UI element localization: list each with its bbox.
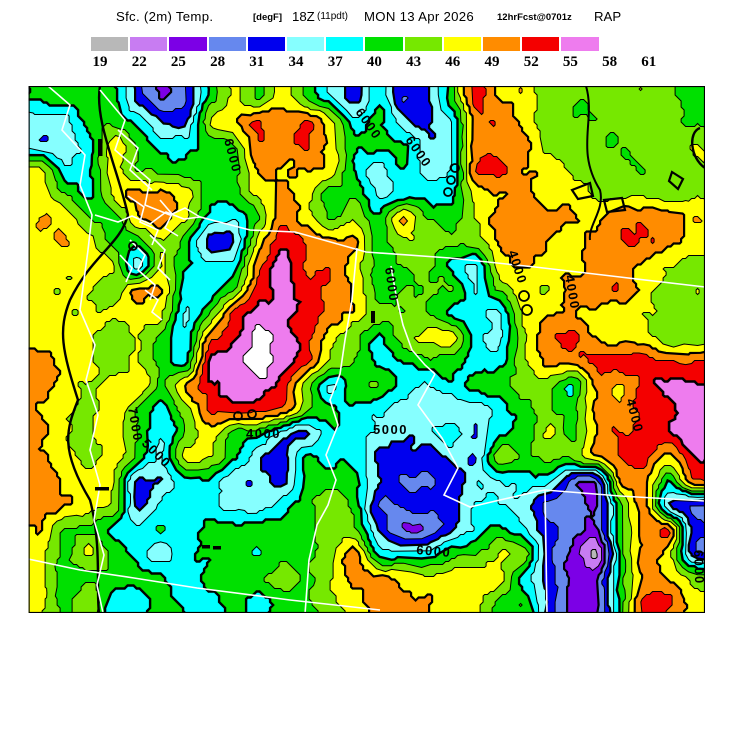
svg-text:6000: 6000 xyxy=(691,550,707,585)
svg-text:4000: 4000 xyxy=(246,426,281,441)
svg-text:6000: 6000 xyxy=(382,266,402,303)
svg-text:5000: 5000 xyxy=(373,422,408,437)
svg-text:6000: 6000 xyxy=(416,542,452,560)
svg-text:4000: 4000 xyxy=(562,274,583,311)
svg-text:7000: 7000 xyxy=(125,406,146,443)
